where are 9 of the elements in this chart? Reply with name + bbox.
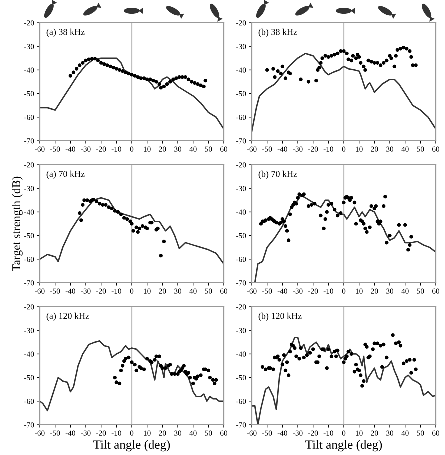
text: (b) 120 kHz (258, 312, 302, 322)
text: (b) 70 kHz (258, 170, 298, 180)
y-axis-title: Target strength (dB) (12, 176, 23, 272)
x-axis-title: Tilt angle (deg) (306, 440, 382, 452)
text: (a) 38 kHz (46, 28, 85, 38)
text: (a) 70 kHz (46, 170, 85, 180)
text: (a) 120 kHz (46, 312, 90, 322)
text: (b) 38 kHz (258, 28, 298, 38)
x-axis-title: Tilt angle (deg) (94, 440, 170, 452)
